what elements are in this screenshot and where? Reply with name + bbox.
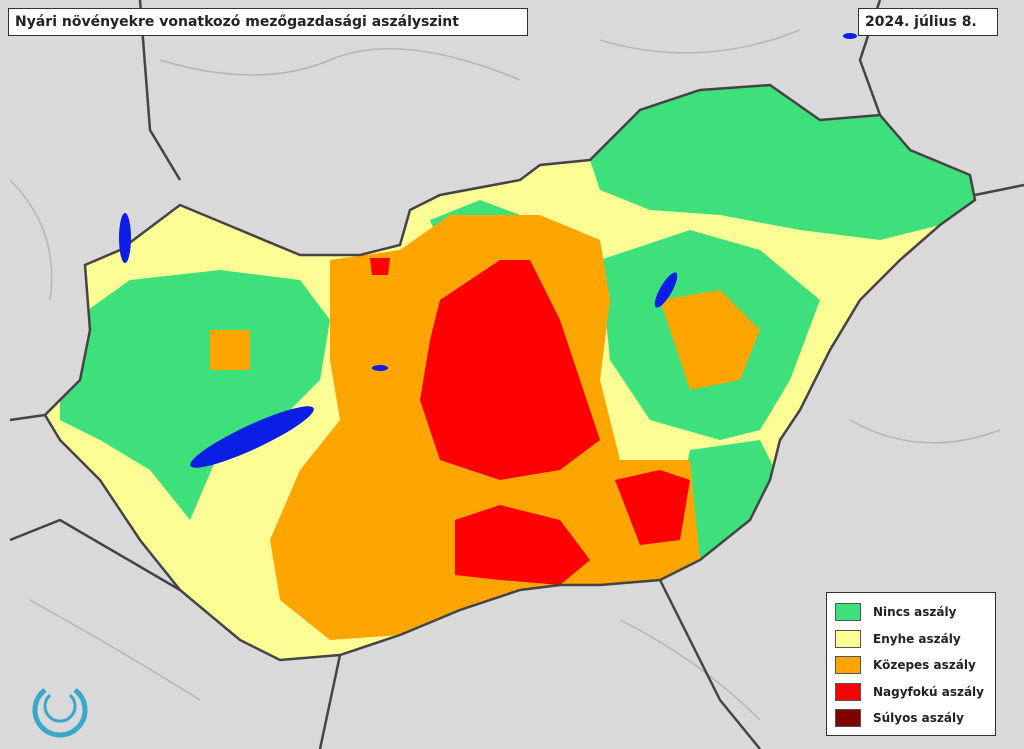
legend-swatch — [835, 629, 861, 648]
legend-item: Közepes aszály — [835, 652, 987, 679]
lake-velence — [372, 365, 388, 371]
lake-neusiedl — [119, 213, 131, 263]
legend-swatch — [835, 656, 861, 675]
legend-item: Nincs aszály — [835, 599, 987, 626]
severe-area — [370, 258, 390, 275]
severe-area — [455, 505, 590, 585]
lake-tisza — [654, 272, 678, 308]
country-borders — [9, 0, 1024, 749]
severe-area — [420, 260, 600, 480]
logo — [32, 688, 88, 738]
none-area — [60, 270, 330, 520]
legend: Nincs aszály Enyhe aszály Közepes aszály Na… — [826, 592, 996, 736]
map-title: Nyári növényekre vonatkozó mezőgazdasági… — [8, 8, 528, 36]
lake — [843, 33, 857, 39]
legend-label: Enyhe aszály — [873, 631, 961, 646]
terrain — [9, 29, 1001, 721]
legend-swatch — [835, 709, 861, 728]
legend-swatch — [835, 682, 861, 701]
legend-swatch — [835, 603, 861, 622]
lake-balaton — [190, 406, 314, 468]
legend-label: Nincs aszály — [873, 605, 957, 620]
legend-item: Nagyfokú aszály — [835, 679, 987, 706]
map-date: 2024. július 8. — [858, 8, 998, 36]
lakes — [119, 33, 857, 468]
legend-label: Nagyfokú aszály — [873, 684, 984, 699]
moderate-area — [660, 290, 760, 390]
legend-label: Közepes aszály — [873, 658, 976, 673]
legend-item: Súlyos aszály — [835, 705, 987, 732]
none-area — [590, 85, 975, 240]
legend-label: Súlyos aszály — [873, 711, 964, 726]
legend-item: Enyhe aszály — [835, 626, 987, 653]
severe-area — [615, 470, 690, 545]
moderate-area — [210, 330, 250, 370]
